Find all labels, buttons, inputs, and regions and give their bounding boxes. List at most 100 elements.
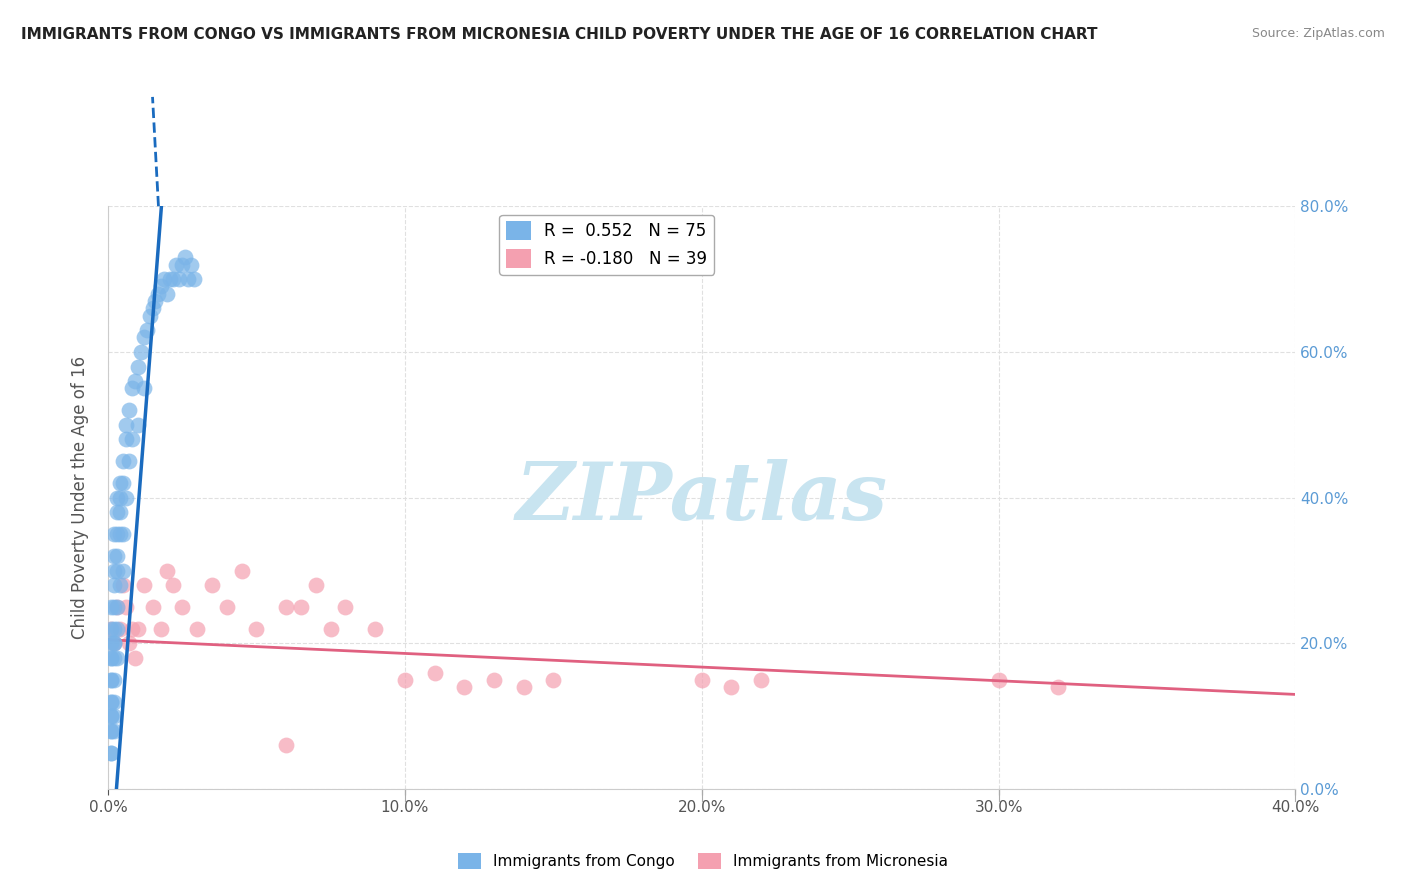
Point — [127, 622, 149, 636]
Point — [132, 578, 155, 592]
Point — [394, 673, 416, 687]
Point — [108, 491, 131, 505]
Point — [138, 309, 160, 323]
Point — [201, 578, 224, 592]
Point — [335, 599, 357, 614]
Point — [105, 527, 128, 541]
Point — [124, 651, 146, 665]
Point — [290, 599, 312, 614]
Point — [453, 680, 475, 694]
Point — [127, 359, 149, 374]
Point — [103, 599, 125, 614]
Point — [180, 258, 202, 272]
Point — [165, 258, 187, 272]
Point — [118, 454, 141, 468]
Point — [720, 680, 742, 694]
Point — [141, 301, 163, 316]
Point — [100, 746, 122, 760]
Point — [105, 505, 128, 519]
Point — [108, 505, 131, 519]
Point — [167, 272, 190, 286]
Point — [100, 723, 122, 738]
Point — [105, 599, 128, 614]
Point — [114, 491, 136, 505]
Point — [245, 622, 267, 636]
Point — [177, 272, 200, 286]
Point — [105, 599, 128, 614]
Point — [103, 622, 125, 636]
Point — [162, 272, 184, 286]
Point — [121, 433, 143, 447]
Point — [103, 564, 125, 578]
Point — [159, 272, 181, 286]
Legend: R =  0.552   N = 75, R = -0.180   N = 39: R = 0.552 N = 75, R = -0.180 N = 39 — [499, 215, 714, 275]
Point — [105, 622, 128, 636]
Point — [274, 739, 297, 753]
Point — [690, 673, 713, 687]
Point — [103, 636, 125, 650]
Point — [215, 599, 238, 614]
Point — [364, 622, 387, 636]
Legend: Immigrants from Congo, Immigrants from Micronesia: Immigrants from Congo, Immigrants from M… — [451, 847, 955, 875]
Y-axis label: Child Poverty Under the Age of 16: Child Poverty Under the Age of 16 — [72, 356, 89, 640]
Point — [114, 599, 136, 614]
Point — [135, 323, 157, 337]
Point — [103, 709, 125, 723]
Point — [156, 286, 179, 301]
Point — [174, 250, 197, 264]
Point — [145, 293, 167, 308]
Point — [186, 622, 208, 636]
Text: IMMIGRANTS FROM CONGO VS IMMIGRANTS FROM MICRONESIA CHILD POVERTY UNDER THE AGE : IMMIGRANTS FROM CONGO VS IMMIGRANTS FROM… — [21, 27, 1098, 42]
Point — [111, 578, 134, 592]
Point — [124, 374, 146, 388]
Point — [103, 549, 125, 563]
Point — [100, 709, 122, 723]
Point — [482, 673, 505, 687]
Point — [100, 651, 122, 665]
Point — [100, 622, 122, 636]
Point — [103, 651, 125, 665]
Point — [132, 330, 155, 344]
Point — [100, 599, 122, 614]
Text: ZIPatlas: ZIPatlas — [516, 458, 887, 536]
Point — [100, 695, 122, 709]
Point — [100, 673, 122, 687]
Point — [105, 564, 128, 578]
Point — [100, 723, 122, 738]
Point — [127, 417, 149, 432]
Point — [111, 564, 134, 578]
Point — [183, 272, 205, 286]
Point — [153, 272, 176, 286]
Point — [100, 673, 122, 687]
Point — [319, 622, 342, 636]
Point — [118, 636, 141, 650]
Point — [129, 345, 152, 359]
Point — [162, 578, 184, 592]
Point — [100, 695, 122, 709]
Point — [111, 476, 134, 491]
Point — [121, 381, 143, 395]
Point — [987, 673, 1010, 687]
Point — [121, 622, 143, 636]
Point — [100, 709, 122, 723]
Point — [100, 651, 122, 665]
Point — [103, 527, 125, 541]
Point — [118, 403, 141, 417]
Point — [103, 695, 125, 709]
Point — [103, 673, 125, 687]
Point — [103, 578, 125, 592]
Point — [132, 381, 155, 395]
Point — [103, 636, 125, 650]
Point — [100, 746, 122, 760]
Point — [100, 636, 122, 650]
Point — [512, 680, 534, 694]
Point — [172, 258, 194, 272]
Point — [274, 599, 297, 614]
Point — [749, 673, 772, 687]
Point — [105, 549, 128, 563]
Point — [156, 564, 179, 578]
Point — [150, 622, 173, 636]
Point — [114, 433, 136, 447]
Point — [108, 476, 131, 491]
Point — [141, 599, 163, 614]
